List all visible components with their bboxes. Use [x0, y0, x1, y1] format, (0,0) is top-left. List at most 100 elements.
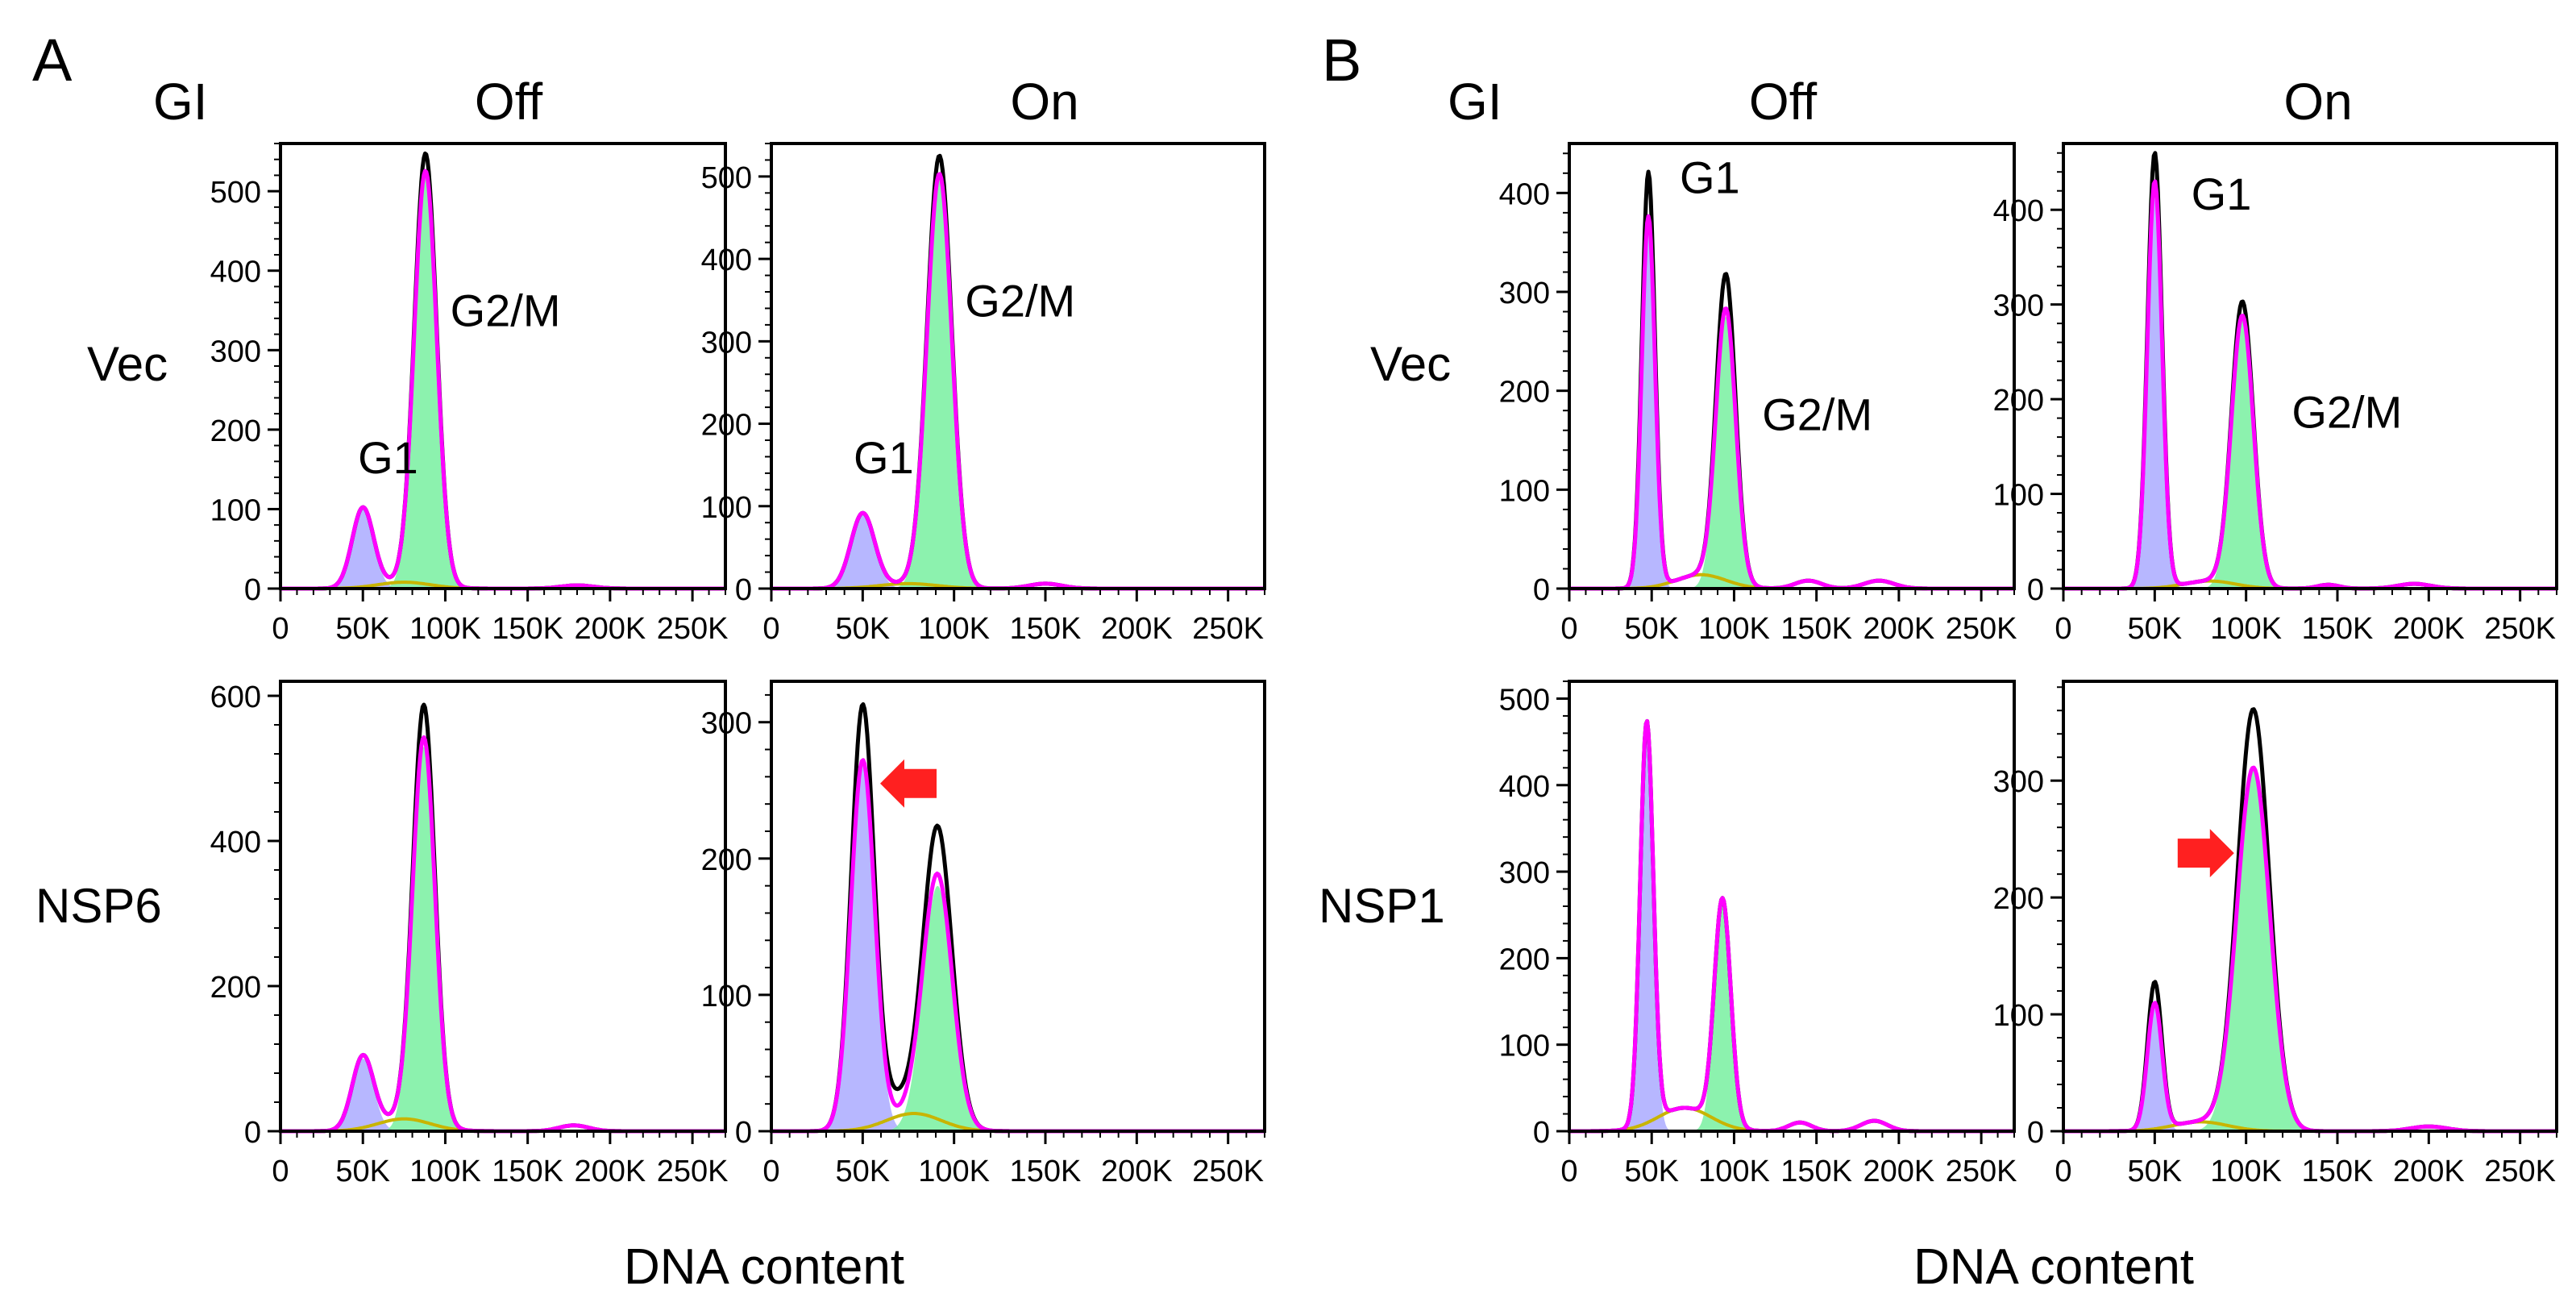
g1-peak-area	[280, 509, 725, 589]
x-tick-label: 0	[272, 1155, 289, 1188]
plot-frame	[770, 142, 1266, 590]
x-tick-label: 250K	[1946, 612, 2017, 646]
peak-annotation-g1: G1	[1680, 152, 1740, 202]
y-tick-label: 200	[1499, 376, 1550, 410]
y-tick-label: 300	[1993, 289, 2044, 323]
y-tick-label: 200	[210, 414, 261, 448]
histogram-a-vec-off: 0 100 200 300 400 500 0 50K 100K 150K 200K 250K G1 G2…	[210, 142, 728, 646]
x-tick-label: 0	[1560, 1155, 1577, 1188]
g1-peak-area	[2063, 182, 2557, 589]
x-tick-label: 200K	[1863, 1155, 1935, 1188]
g1-peak-area	[771, 514, 1265, 589]
model-fit-line	[771, 172, 1265, 591]
x-tick-label: 0	[2055, 1155, 2071, 1188]
g2m-peak-area	[280, 175, 725, 589]
histogram-a-nsp6-on: 0 100 200 300 0 50K 100K 150K 200K 250K	[701, 680, 1266, 1188]
y-tick-label: 100	[1499, 1030, 1550, 1063]
panel-b-column-label-off: Off	[1749, 73, 1817, 131]
y-tick-label: 100	[1993, 479, 2044, 513]
y-tick-label: 200	[1499, 943, 1550, 976]
x-tick-label: 250K	[657, 1155, 729, 1188]
plot-frame	[770, 680, 1266, 1133]
x-tick-label: 50K	[1624, 1155, 1679, 1188]
y-tick-label: 300	[1499, 277, 1550, 310]
y-tick-label: 200	[1993, 882, 2044, 916]
x-tick-label: 100K	[2210, 1155, 2282, 1188]
x-tick-label: 50K	[2128, 1155, 2183, 1188]
y-tick-label: 200	[210, 971, 261, 1005]
y-tick-label: 400	[1993, 194, 2044, 228]
panel-a-column-label-on: On	[1010, 73, 1078, 131]
x-tick-label: 200K	[2393, 612, 2465, 646]
y-tick-label: 100	[701, 491, 752, 525]
x-tick-label: 200K	[575, 612, 646, 646]
x-tick-label: 150K	[1780, 1155, 1852, 1188]
peak-annotation-g2m: G2/M	[965, 276, 1075, 327]
x-tick-label: 150K	[1010, 1155, 1082, 1188]
y-tick-label: 400	[1499, 177, 1550, 211]
x-tick-label: 50K	[335, 612, 390, 646]
histogram-b-nsp1-on: 0 100 200 300 0 50K 100K 150K 200K 250K	[1993, 680, 2558, 1188]
y-tick-label: 0	[244, 1116, 261, 1150]
peak-annotation-g2m: G2/M	[2291, 386, 2402, 437]
y-tick-label: 300	[210, 335, 261, 368]
x-tick-label: 50K	[836, 612, 891, 646]
g1-peak-area	[2063, 1005, 2557, 1131]
x-tick-label: 0	[272, 612, 289, 646]
x-tick-label: 200K	[1101, 1155, 1173, 1188]
histogram-a-vec-on: 0 100 200 300 400 500 0 50K 100K 150K 200K 250K G1 G2…	[701, 142, 1266, 646]
x-tick-label: 250K	[1192, 1155, 1264, 1188]
peak-annotation-g2m: G2/M	[1762, 389, 1872, 440]
x-tick-label: 250K	[2484, 1155, 2556, 1188]
x-tick-label: 150K	[1780, 612, 1852, 646]
plot-frame	[2062, 142, 2558, 590]
y-tick-label: 100	[1993, 999, 2044, 1033]
x-tick-label: 100K	[1698, 612, 1770, 646]
arrow-right-icon	[2177, 829, 2234, 878]
panel-b-row-label-nsp1: NSP1	[1319, 879, 1445, 933]
x-tick-label: 100K	[918, 612, 990, 646]
x-tick-label: 250K	[2484, 612, 2556, 646]
y-tick-label: 0	[2027, 573, 2044, 607]
arrow-left-icon	[880, 759, 937, 808]
y-tick-label: 0	[2027, 1116, 2044, 1150]
y-tick-label: 0	[735, 573, 752, 607]
histogram-a-nsp6-off: 0 200 400 600 0 50K 100K 150K 200K 250K	[210, 680, 729, 1188]
y-tick-label: 400	[701, 243, 752, 277]
panel-a-row-label-vec: Vec	[87, 337, 168, 391]
plot-frame	[279, 680, 727, 1133]
x-tick-label: 250K	[1946, 1155, 2017, 1188]
model-fit-line	[280, 169, 726, 591]
y-tick-label: 100	[1499, 474, 1550, 508]
x-tick-label: 150K	[492, 1155, 563, 1188]
panel-a-row-label-nsp6: NSP6	[35, 879, 162, 933]
y-tick-label: 600	[210, 680, 261, 714]
peak-annotation-g1: G1	[854, 432, 914, 483]
g2m-peak-area	[280, 747, 725, 1131]
plot-frame	[2062, 680, 2558, 1133]
measured-histogram-line	[2063, 707, 2557, 1134]
model-fit-line	[280, 735, 726, 1134]
plot-frame	[1568, 142, 2016, 590]
x-tick-label: 0	[762, 1155, 779, 1188]
y-tick-label: 400	[210, 826, 261, 859]
g2m-peak-area	[2063, 768, 2557, 1131]
x-tick-label: 200K	[575, 1155, 646, 1188]
plot-frame	[279, 142, 727, 590]
measured-histogram-line	[771, 153, 1265, 591]
histogram-b-vec-off: 0 100 200 300 400 0 50K 100K 150K 200K 250K G1 G2/M	[1499, 142, 2017, 646]
y-tick-label: 400	[1499, 770, 1550, 804]
x-tick-label: 50K	[836, 1155, 891, 1188]
panel-letter-a: A	[32, 27, 73, 94]
panel-b-row-label-vec: Vec	[1370, 337, 1451, 391]
histogram-b-nsp1-off: 0 100 200 300 400 500 0 50K 100K 150K 200K 250K	[1499, 680, 2017, 1188]
y-tick-label: 0	[735, 1116, 752, 1150]
y-tick-label: 200	[1993, 384, 2044, 418]
panel-b-column-label-on: On	[2283, 73, 2352, 131]
histogram-b-vec-on: 0 100 200 300 400 0 50K 100K 150K 200K 250K G1 G2/M	[1993, 142, 2558, 646]
x-tick-label: 100K	[409, 1155, 481, 1188]
y-tick-label: 500	[701, 161, 752, 195]
y-tick-label: 500	[210, 176, 261, 210]
panel-letter-b: B	[1322, 27, 1361, 94]
